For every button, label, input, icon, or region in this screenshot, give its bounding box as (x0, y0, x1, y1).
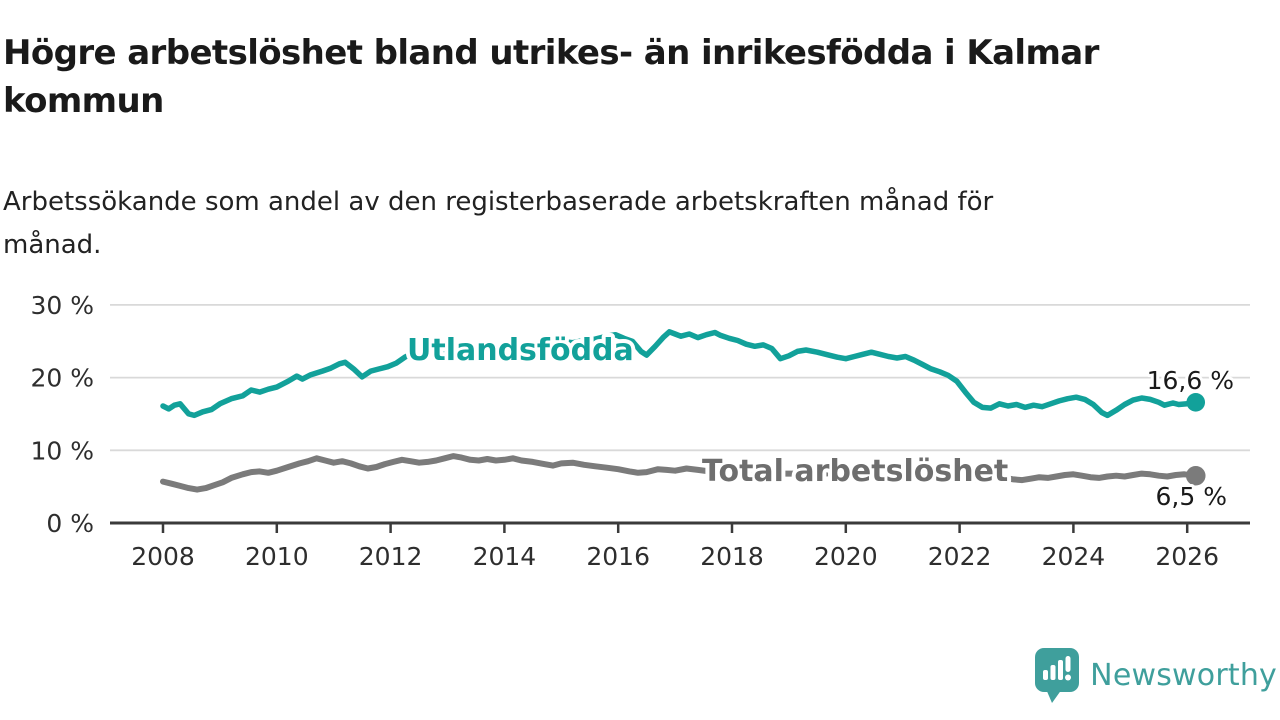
page-title-line-1: Högre arbetslöshet bland utrikes- än inr… (3, 33, 1099, 73)
page-subtitle: Arbetssökande som andel av den registerb… (3, 181, 993, 267)
page-subtitle-line-1: Arbetssökande som andel av den registerb… (3, 187, 994, 217)
x-tick-label: 2018 (700, 542, 764, 571)
newsworthy-bubble-chart-icon (1035, 648, 1080, 703)
page-title-line-2: kommun (3, 80, 164, 121)
x-tick-label: 2016 (586, 542, 650, 571)
end-value-label: 6,5 % (1156, 482, 1227, 511)
x-tick-label: 2020 (814, 542, 878, 571)
y-tick-label: 30 % (30, 291, 94, 320)
end-value-label: 16,6 % (1147, 366, 1234, 395)
newsworthy-wordmark: Newsworthy (1090, 657, 1277, 693)
y-tick-label: 10 % (30, 436, 94, 465)
x-tick-label: 2008 (131, 542, 195, 571)
series-end-dot (1185, 465, 1206, 486)
x-tick-label: 2026 (1155, 542, 1219, 571)
series-line (160, 453, 1199, 493)
x-tick-label: 2014 (473, 542, 537, 571)
x-tick-label: 2024 (1042, 542, 1106, 571)
series-line (160, 329, 1199, 419)
y-tick-label: 20 % (30, 364, 94, 393)
x-tick-label: 2012 (359, 542, 423, 571)
newsworthy-logo: Newsworthy (1033, 646, 1277, 704)
page-title: Högre arbetslöshet bland utrikes- än inr… (3, 30, 1099, 125)
x-tick-label: 2022 (928, 542, 992, 571)
x-tick-label: 2010 (245, 542, 309, 571)
page-subtitle-line-2: månad. (3, 229, 102, 260)
y-tick-label: 0 % (46, 509, 94, 538)
series-end-dot (1186, 393, 1206, 412)
series-label: Utlandsfödda (407, 333, 634, 368)
series-label: Total arbetslöshet (702, 454, 1008, 489)
